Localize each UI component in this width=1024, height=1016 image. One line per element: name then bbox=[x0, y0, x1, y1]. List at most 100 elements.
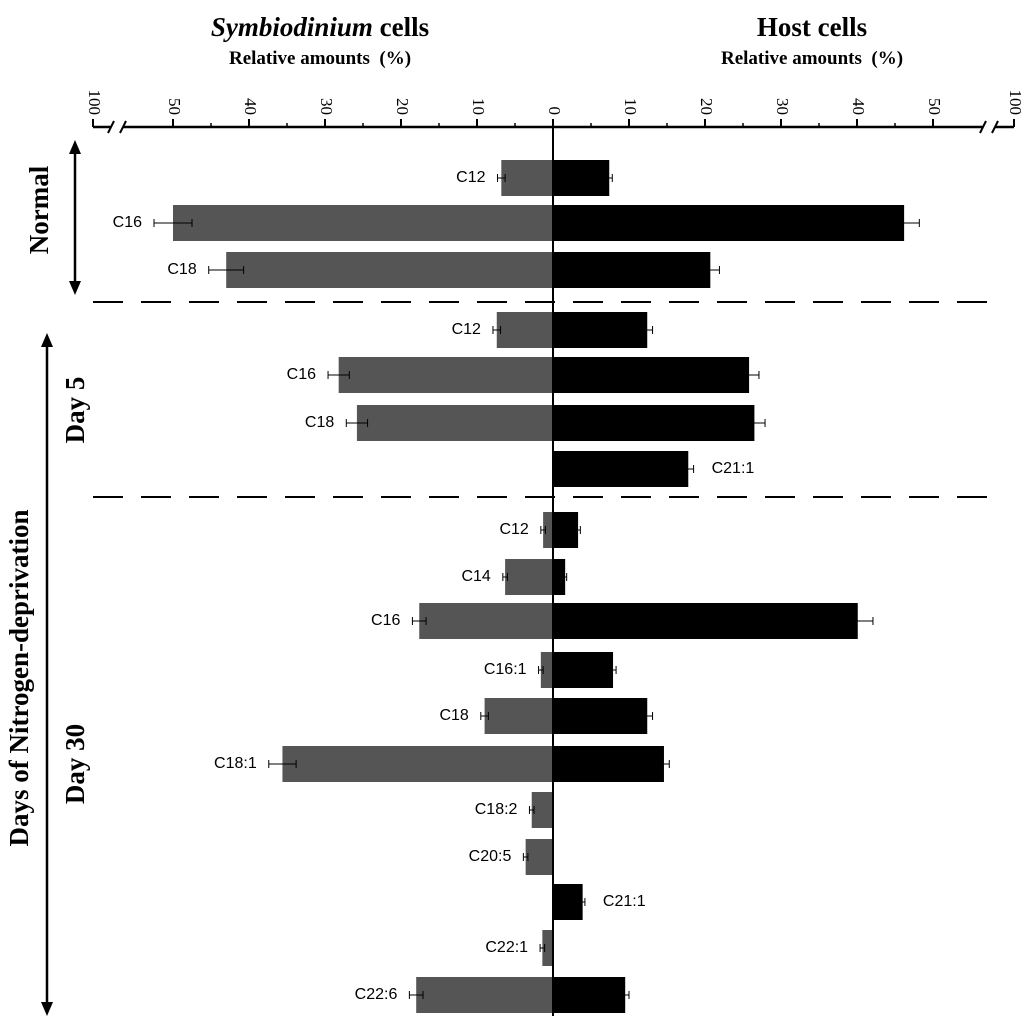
right-panel-title: Host cells bbox=[757, 12, 867, 42]
bar-symbiodinium-C14 bbox=[505, 559, 553, 595]
axis-break-mark-0-b bbox=[119, 120, 127, 134]
error-bar-symbiodinium bbox=[153, 219, 193, 227]
left-panel-title: Symbiodinium cells bbox=[211, 12, 429, 42]
bar-host-C14 bbox=[553, 559, 566, 595]
bar-label: C21:1 bbox=[712, 460, 755, 477]
tick-label: 40 bbox=[849, 98, 868, 115]
bar-label: C16 bbox=[287, 366, 316, 383]
tick-label: 30 bbox=[773, 98, 792, 115]
bar-label: C16 bbox=[113, 214, 142, 231]
bar-label: C12 bbox=[452, 321, 481, 338]
bar-symbiodinium-C18:1 bbox=[282, 746, 553, 782]
bar-host-C12 bbox=[553, 312, 648, 348]
tick-label: 100 bbox=[85, 90, 104, 116]
error-bar-host bbox=[620, 991, 630, 999]
error-bar-host bbox=[609, 666, 617, 674]
error-bar-host bbox=[641, 326, 654, 334]
error-bar-symbiodinium bbox=[480, 712, 489, 720]
axis-break-mark-1-b bbox=[991, 120, 999, 134]
error-bar-symbiodinium bbox=[522, 853, 529, 861]
bar-label: C18:2 bbox=[475, 801, 518, 818]
error-bar-symbiodinium bbox=[502, 573, 508, 581]
bars-layer: C12 C16 C18 C12 C16 C18 C21:1 C12 C14 C16 C16:1 C18… bbox=[113, 160, 920, 1013]
bar-label: C12 bbox=[456, 169, 485, 186]
error-bar-host bbox=[738, 371, 760, 379]
axis-break-mark-0-a bbox=[107, 120, 115, 134]
error-bar-host bbox=[605, 174, 613, 182]
bar-host-C16 bbox=[553, 357, 750, 393]
tick-label: 100 bbox=[1006, 90, 1024, 116]
bar-symbiodinium-C12 bbox=[501, 160, 553, 196]
tick-label: 0 bbox=[545, 107, 564, 116]
error-bar-host bbox=[563, 573, 568, 581]
error-bar-symbiodinium bbox=[539, 944, 546, 952]
axis-break-mark-1-a bbox=[979, 120, 987, 134]
bar-symbiodinium-C18 bbox=[484, 698, 553, 734]
bar-host-C16 bbox=[553, 205, 905, 241]
error-bar-host bbox=[682, 465, 695, 473]
tick-label: 20 bbox=[393, 98, 412, 115]
tick-label: 30 bbox=[317, 98, 336, 115]
group-label-day5: Day 5 bbox=[60, 377, 90, 444]
error-bar-symbiodinium bbox=[411, 617, 427, 625]
error-bar-host bbox=[579, 898, 586, 906]
error-bar-symbiodinium bbox=[345, 419, 369, 427]
outer-label-nitrogen-deprivation: Days of Nitrogen-deprivation bbox=[4, 510, 34, 847]
error-bar-symbiodinium bbox=[268, 760, 297, 768]
bar-symbiodinium-C20:5 bbox=[525, 839, 553, 875]
bar-label: C12 bbox=[499, 521, 528, 538]
bar-label: C18 bbox=[305, 414, 334, 431]
bar-symbiodinium-C16 bbox=[338, 357, 553, 393]
bar-symbiodinium-C16 bbox=[173, 205, 553, 241]
group-label-day30: Day 30 bbox=[60, 724, 90, 804]
bar-host-C16:1 bbox=[553, 652, 614, 688]
bar-symbiodinium-C18:2 bbox=[531, 792, 553, 828]
bar-symbiodinium-C18 bbox=[226, 252, 553, 288]
tick-label: 50 bbox=[165, 98, 184, 115]
nitrogen-deprivation-bracket bbox=[41, 333, 53, 1016]
error-bar-host bbox=[743, 419, 766, 427]
error-bar-symbiodinium bbox=[540, 526, 546, 534]
error-bar-symbiodinium bbox=[208, 266, 245, 274]
bar-label: C18:1 bbox=[214, 755, 257, 772]
error-bar-symbiodinium bbox=[327, 371, 350, 379]
bar-symbiodinium-C16 bbox=[419, 603, 553, 639]
bar-host-C22:6 bbox=[553, 977, 626, 1013]
tick-label: 50 bbox=[925, 98, 944, 115]
error-bar-host bbox=[658, 760, 670, 768]
bar-label: C18 bbox=[167, 261, 196, 278]
error-bar-host bbox=[700, 266, 720, 274]
bar-label: C21:1 bbox=[603, 893, 646, 910]
bar-label: C22:6 bbox=[355, 986, 398, 1003]
bar-host-C18 bbox=[553, 405, 755, 441]
bar-host-C18 bbox=[553, 252, 711, 288]
bar-host-C18:1 bbox=[553, 746, 664, 782]
tick-label: 20 bbox=[697, 98, 716, 115]
error-bar-symbiodinium bbox=[528, 806, 535, 814]
bar-symbiodinium-C12 bbox=[496, 312, 553, 348]
right-panel-subtitle: Relative amounts (%) bbox=[721, 48, 903, 69]
tick-label: 10 bbox=[469, 98, 488, 115]
bar-host-C16 bbox=[553, 603, 858, 639]
error-bar-host bbox=[842, 617, 874, 625]
bar-host-C12 bbox=[553, 512, 579, 548]
bar-label: C20:5 bbox=[469, 848, 512, 865]
bar-label: C18 bbox=[439, 707, 468, 724]
tick-label: 40 bbox=[241, 98, 260, 115]
bar-symbiodinium-C16:1 bbox=[540, 652, 553, 688]
bar-symbiodinium-C22:6 bbox=[416, 977, 553, 1013]
error-bar-symbiodinium bbox=[538, 666, 544, 674]
error-bar-symbiodinium bbox=[492, 326, 502, 334]
normal-group-bracket bbox=[69, 140, 81, 295]
bar-label: C14 bbox=[461, 568, 490, 585]
bar-host-C21:1 bbox=[553, 884, 583, 920]
error-bar-host bbox=[888, 219, 920, 227]
bar-label: C16:1 bbox=[484, 661, 527, 678]
bar-host-C18 bbox=[553, 698, 648, 734]
bar-symbiodinium-C18 bbox=[356, 405, 553, 441]
tick-label: 10 bbox=[621, 98, 640, 115]
x-axis: 100 50 40 30 20 10 0 10 20 30 40 50 100 bbox=[85, 90, 1024, 134]
bar-label: C22:1 bbox=[485, 939, 528, 956]
error-bar-host bbox=[641, 712, 654, 720]
bar-symbiodinium-C12 bbox=[543, 512, 553, 548]
